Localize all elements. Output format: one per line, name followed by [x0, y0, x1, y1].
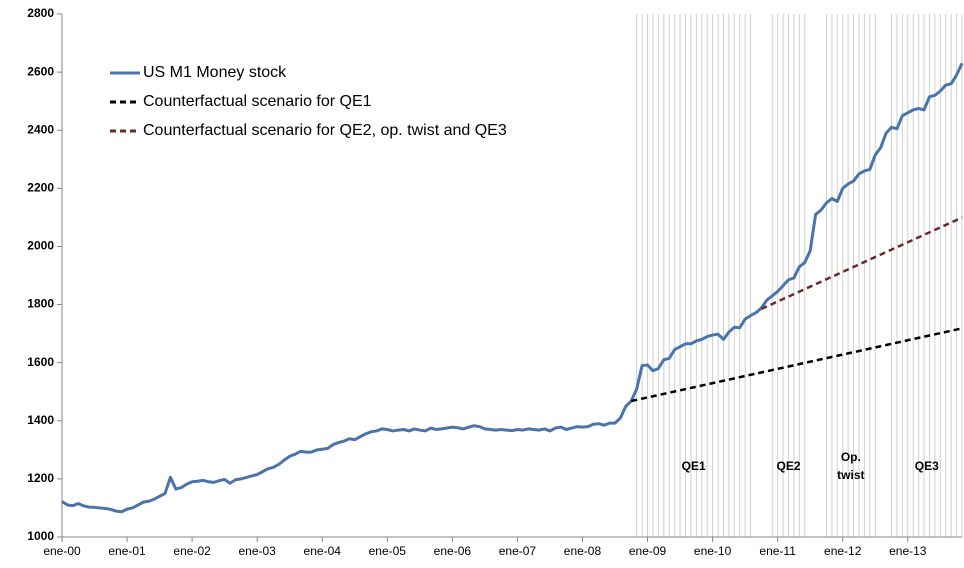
x-tick-label: ene-08	[564, 544, 602, 558]
series-line	[760, 216, 963, 311]
y-tick-label: 1800	[27, 297, 54, 311]
y-tick-label: 2400	[27, 122, 54, 136]
legend-label: Counterfactual scenario for QE2, op. twi…	[143, 122, 507, 139]
x-tick-label: ene-05	[369, 544, 407, 558]
series-line	[631, 327, 963, 403]
y-tick-label: 1600	[27, 355, 54, 369]
period-label: QE2	[776, 459, 800, 473]
series-line	[61, 62, 964, 514]
x-tick-label: ene-09	[629, 544, 667, 558]
y-tick-label: 2600	[27, 64, 54, 78]
x-tick-label: ene-10	[694, 544, 732, 558]
period-label: QE3	[915, 459, 939, 473]
period-label: Op.	[841, 450, 861, 464]
x-tick-label: ene-06	[434, 544, 472, 558]
legend-label: US M1 Money stock	[143, 64, 287, 81]
x-tick-label: ene-00	[43, 544, 81, 558]
period-label: QE1	[682, 459, 706, 473]
x-tick-label: ene-01	[108, 544, 146, 558]
x-tick-label: ene-07	[499, 544, 537, 558]
y-tick-label: 2000	[27, 239, 54, 253]
x-tick-label: ene-04	[304, 544, 342, 558]
y-tick-label: 1200	[27, 471, 54, 485]
x-tick-label: ene-03	[238, 544, 276, 558]
y-tick-label: 1000	[27, 529, 54, 543]
y-tick-label: 2200	[27, 181, 54, 195]
legend-label: Counterfactual scenario for QE1	[143, 93, 372, 110]
x-tick-label: ene-13	[889, 544, 927, 558]
x-tick-label: ene-11	[759, 544, 796, 558]
y-tick-label: 2800	[27, 6, 54, 20]
x-tick-label: ene-12	[824, 544, 862, 558]
period-label: twist	[837, 468, 864, 482]
y-tick-label: 1400	[27, 413, 54, 427]
x-tick-label: ene-02	[173, 544, 211, 558]
